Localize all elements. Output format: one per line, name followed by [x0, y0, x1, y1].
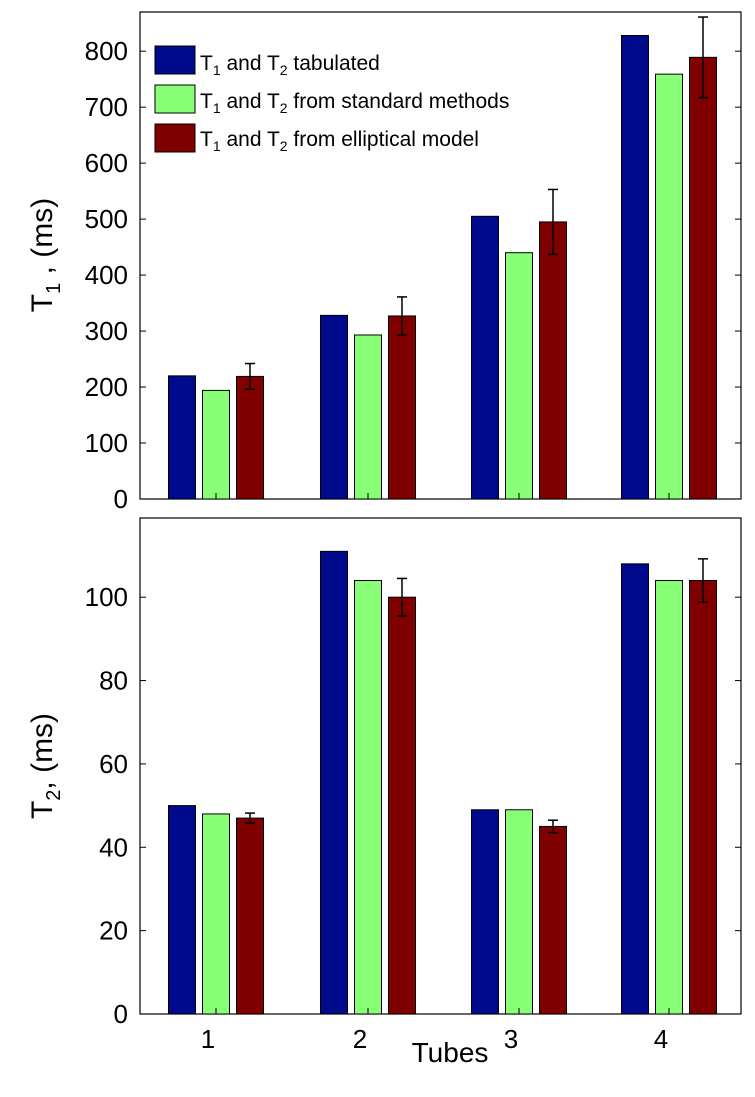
t2-bar-tabulated-tube-4 [621, 563, 649, 1015]
t2-bar-tabulated-tube-2 [320, 550, 348, 1015]
t2-bar-standard-methods-tube-3 [505, 809, 533, 1015]
t2-bar-tabulated-tube-3 [471, 809, 499, 1015]
t1-bar-tabulated-tube-4 [621, 35, 649, 500]
t1-plot-frame [139, 11, 742, 500]
legend-label-tabulated: T1 and T2 tabulated [200, 52, 380, 78]
legend-swatch-tabulated [154, 45, 196, 75]
t1-y-tick-label: 500 [85, 204, 128, 234]
t2-y-tick-label: 100 [85, 582, 128, 612]
t1-bar-elliptical-model-tube-1 [236, 375, 264, 500]
t1-y-tick-label: 200 [85, 372, 128, 402]
x-tick-label-tube-1: 1 [201, 1024, 215, 1054]
t2-bar-standard-methods-tube-4 [655, 580, 683, 1015]
t1-bar-tabulated-tube-2 [320, 314, 348, 500]
t2-error-bar-tube-3 [548, 819, 558, 834]
t1-error-bar-tube-2 [397, 296, 407, 336]
t1-bar-tabulated-tube-1 [168, 375, 196, 500]
legend: T1 and T2 tabulated T1 and T2 from stand… [154, 45, 509, 154]
t1-y-tick-label: 600 [85, 148, 128, 178]
x-tick-label-tube-2: 2 [353, 1024, 367, 1054]
t2-bar-elliptical-model-tube-3 [539, 825, 567, 1015]
t2-y-tick-label: 40 [99, 832, 128, 862]
x-axis-label: Tubes [412, 1037, 489, 1068]
t2-bar-elliptical-model-tube-1 [236, 817, 264, 1015]
t1-bar-elliptical-model-tube-3 [539, 221, 567, 500]
t2-error-bar-tube-2 [397, 577, 407, 617]
t1-y-tick-label: 0 [114, 484, 128, 514]
x-tick-label-tube-3: 3 [504, 1024, 518, 1054]
t2-error-bar-tube-1 [245, 812, 255, 824]
t2-y-tick-label: 60 [99, 749, 128, 779]
t2-y-tick-label: 20 [99, 916, 128, 946]
t1-y-tick-label: 800 [85, 36, 128, 66]
x-tick-label-tube-4: 4 [654, 1024, 668, 1054]
t2-y-tick-label: 80 [99, 666, 128, 696]
t1-bar-standard-methods-tube-3 [505, 252, 533, 500]
legend-swatch-elliptical-model [154, 123, 196, 153]
t1-bar-elliptical-model-tube-4 [689, 56, 717, 500]
t2-bar-elliptical-model-tube-2 [388, 596, 416, 1015]
t2-y-axis-label: T2, (ms) [26, 713, 65, 819]
t1-bar-tabulated-tube-3 [471, 215, 499, 500]
t1-bar-elliptical-model-tube-2 [388, 315, 416, 500]
t1-bar-standard-methods-tube-2 [354, 334, 382, 500]
t2-bar-tabulated-tube-1 [168, 805, 196, 1015]
t1-y-tick-label: 400 [85, 260, 128, 290]
t2-bar-standard-methods-tube-1 [202, 813, 230, 1015]
t1-y-tick-label: 700 [85, 92, 128, 122]
legend-label-standard-methods: T1 and T2 from standard methods [200, 90, 509, 116]
t1-error-bar-tube-3 [548, 188, 558, 256]
t2-bar-standard-methods-tube-2 [354, 580, 382, 1015]
t1-error-bar-tube-4 [698, 16, 708, 99]
t2-plot-frame [139, 517, 742, 1015]
t1-y-axis-label: T1 , (ms) [26, 198, 65, 312]
legend-label-elliptical-model: T1 and T2 from elliptical model [200, 128, 479, 154]
legend-swatch-standard-methods [154, 84, 196, 114]
t2-panel: 0 20 40 60 80 100 1 2 3 4 [85, 550, 741, 1054]
t2-y-tick-label: 0 [114, 999, 128, 1029]
t1-panel: 0 100 200 300 400 500 600 700 800 [85, 16, 741, 514]
t2-error-bar-tube-4 [698, 558, 708, 603]
t1-y-tick-label: 100 [85, 428, 128, 458]
t1-y-tick-label: 300 [85, 316, 128, 346]
t2-bar-elliptical-model-tube-4 [689, 580, 717, 1015]
t1-bar-standard-methods-tube-1 [202, 389, 230, 500]
t1-error-bar-tube-1 [245, 362, 255, 391]
t1-bar-standard-methods-tube-4 [655, 73, 683, 500]
